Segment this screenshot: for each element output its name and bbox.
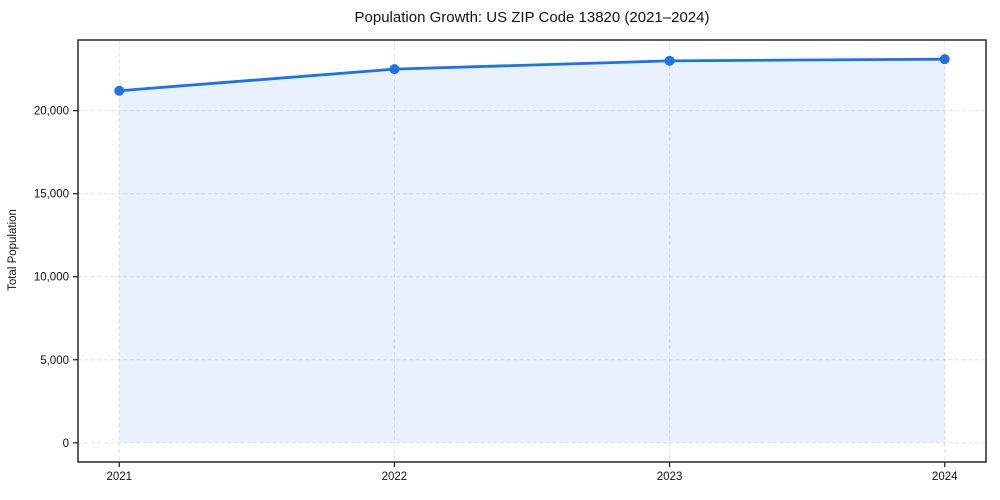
area-fill <box>119 59 945 443</box>
chart-title: Population Growth: US ZIP Code 13820 (20… <box>354 9 710 26</box>
data-point-marker <box>114 85 125 96</box>
y-tick-label: 20,000 <box>34 106 69 118</box>
data-point-marker <box>664 55 675 66</box>
series-line <box>117 57 947 93</box>
y-tick-label: 5,000 <box>40 355 69 367</box>
x-tick-label: 2024 <box>932 471 958 483</box>
y-tick-label: 10,000 <box>34 272 69 284</box>
y-tick-label: 0 <box>63 438 69 450</box>
x-tick-label: 2023 <box>657 471 683 483</box>
x-tick-label: 2021 <box>106 471 132 483</box>
plot-frame <box>77 39 987 463</box>
x-tick-label: 2022 <box>382 471 408 483</box>
data-point-marker <box>939 54 950 65</box>
data-point-marker <box>389 64 400 75</box>
y-tick-label: 15,000 <box>34 189 69 201</box>
